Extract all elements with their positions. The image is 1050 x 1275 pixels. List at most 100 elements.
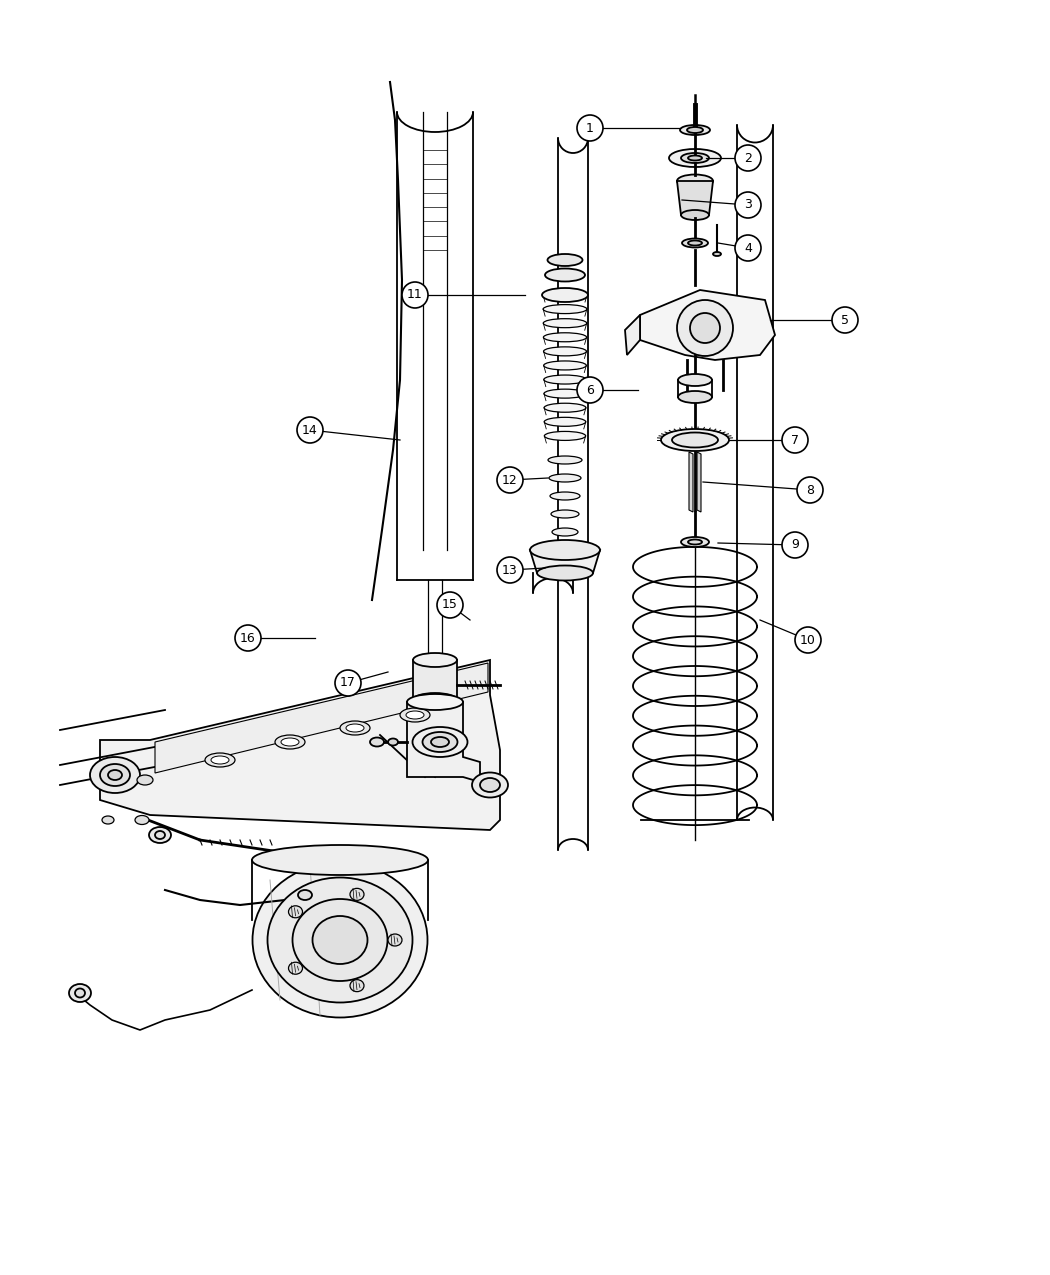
Text: 16: 16 [240,631,256,644]
Text: 11: 11 [407,288,423,301]
Circle shape [735,235,761,261]
Text: 13: 13 [502,564,518,576]
Text: 3: 3 [744,199,752,212]
Ellipse shape [544,333,587,342]
Text: 8: 8 [806,483,814,496]
Ellipse shape [688,156,702,161]
Text: 2: 2 [744,152,752,164]
Ellipse shape [543,305,587,314]
Ellipse shape [688,539,702,544]
Ellipse shape [293,899,387,980]
Ellipse shape [678,391,712,403]
Circle shape [402,282,428,309]
Circle shape [437,592,463,618]
Text: 10: 10 [800,634,816,646]
Polygon shape [625,315,640,354]
Ellipse shape [677,175,713,187]
Ellipse shape [544,347,587,356]
Ellipse shape [543,291,587,300]
Ellipse shape [548,456,582,464]
Ellipse shape [681,537,709,547]
Ellipse shape [252,845,428,875]
Ellipse shape [100,764,130,785]
Polygon shape [100,660,500,830]
Ellipse shape [682,238,708,247]
Circle shape [795,627,821,653]
Ellipse shape [407,694,463,710]
Ellipse shape [550,492,580,500]
Circle shape [335,669,361,696]
Ellipse shape [544,417,586,426]
Ellipse shape [681,210,709,221]
Ellipse shape [687,128,704,133]
Ellipse shape [543,319,587,328]
Ellipse shape [298,890,312,900]
Ellipse shape [388,738,398,746]
Ellipse shape [281,738,299,746]
Ellipse shape [530,541,600,560]
Text: 14: 14 [302,423,318,436]
Circle shape [677,300,733,356]
Ellipse shape [90,757,140,793]
Ellipse shape [545,269,585,282]
Ellipse shape [340,720,370,734]
Circle shape [735,145,761,171]
Ellipse shape [75,988,85,997]
Text: 15: 15 [442,598,458,612]
Ellipse shape [275,734,304,748]
Circle shape [690,312,720,343]
Circle shape [497,467,523,493]
Ellipse shape [211,756,229,764]
Text: 9: 9 [791,538,799,552]
Polygon shape [530,550,600,572]
Text: 12: 12 [502,473,518,487]
Circle shape [497,557,523,583]
Ellipse shape [672,432,718,448]
Ellipse shape [313,915,367,964]
Polygon shape [413,660,457,700]
Ellipse shape [135,816,149,825]
Ellipse shape [544,375,586,384]
Text: 6: 6 [586,384,594,397]
Circle shape [578,377,603,403]
Ellipse shape [549,474,581,482]
Ellipse shape [662,428,729,451]
Ellipse shape [155,831,165,839]
Ellipse shape [102,816,114,824]
Circle shape [578,115,603,142]
Text: 5: 5 [841,314,849,326]
Ellipse shape [713,252,721,256]
Ellipse shape [205,754,235,768]
Ellipse shape [669,149,721,167]
Ellipse shape [69,984,91,1002]
Ellipse shape [413,653,457,667]
Ellipse shape [268,877,413,1002]
Ellipse shape [422,732,458,752]
Circle shape [832,307,858,333]
Ellipse shape [388,935,402,946]
Ellipse shape [289,963,302,974]
Ellipse shape [544,361,586,370]
Circle shape [235,625,261,652]
Ellipse shape [413,727,467,757]
Text: 1: 1 [586,121,594,134]
Ellipse shape [370,737,384,746]
Ellipse shape [480,778,500,792]
Text: 17: 17 [340,677,356,690]
Ellipse shape [252,862,427,1017]
Ellipse shape [688,241,702,246]
Ellipse shape [400,708,430,722]
Ellipse shape [551,510,579,518]
Polygon shape [689,453,693,513]
Ellipse shape [108,770,122,780]
Circle shape [297,417,323,442]
Circle shape [782,532,808,558]
Ellipse shape [430,737,449,747]
Text: 4: 4 [744,241,752,255]
Circle shape [797,477,823,504]
Ellipse shape [542,288,588,302]
Ellipse shape [413,694,457,708]
Ellipse shape [149,827,171,843]
Ellipse shape [678,374,712,386]
Ellipse shape [552,528,578,536]
